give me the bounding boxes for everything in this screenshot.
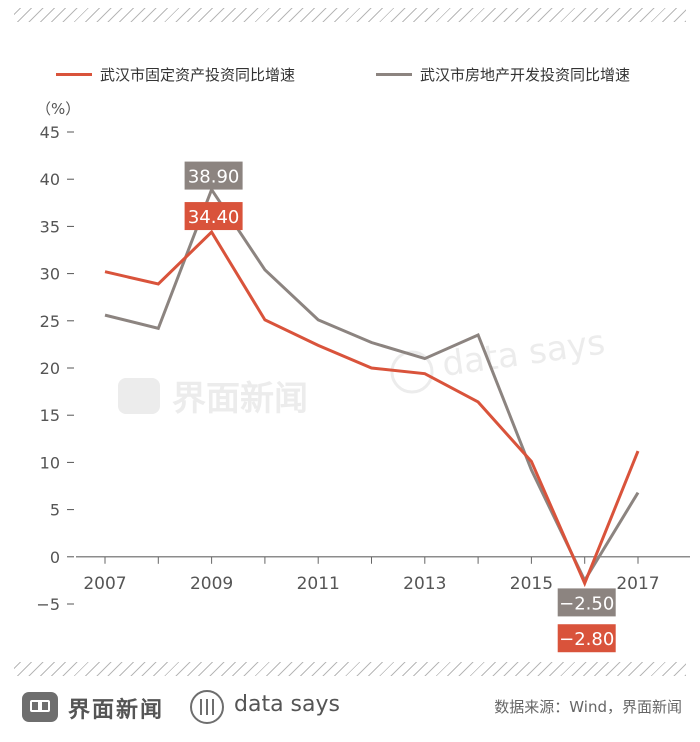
watermark-data-says-icon xyxy=(390,350,434,394)
brand-name: 界面新闻 xyxy=(68,698,165,723)
data-label-box xyxy=(184,161,243,190)
data-label: 38.90 xyxy=(188,167,240,188)
data-label-box xyxy=(557,588,616,617)
data-label: −2.80 xyxy=(559,629,614,650)
x-tick-label: 2013 xyxy=(403,574,446,594)
watermark-logo-icon xyxy=(118,378,160,414)
y-tick-label: 20 xyxy=(40,359,60,378)
legend-item-fixed-asset: 武汉市固定资产投资同比增速 xyxy=(56,64,295,85)
data-label-box xyxy=(184,202,243,231)
x-tick-label: 2011 xyxy=(297,574,340,594)
y-tick-label: 15 xyxy=(40,406,60,425)
x-tick-label: 2007 xyxy=(83,574,126,594)
bottom-decorative-stripe xyxy=(14,662,686,676)
x-tick-label: 2009 xyxy=(190,574,233,594)
watermark-data-says: data says xyxy=(440,323,608,385)
data-source: 数据来源：Wind，界面新闻 xyxy=(494,698,682,716)
watermark-brand: 界面新闻 xyxy=(172,379,308,419)
legend-item-real-estate: 武汉市房地产开发投资同比增速 xyxy=(376,64,630,85)
x-tick-label: 2017 xyxy=(616,574,659,594)
footer: 界面新闻 data says 数据来源：Wind，界面新闻 xyxy=(0,686,700,730)
y-tick-label: 25 xyxy=(40,312,60,331)
y-tick-label: 40 xyxy=(40,170,60,189)
y-tick-label: 35 xyxy=(40,217,60,236)
series-line-1 xyxy=(104,186,640,584)
data-label: −2.50 xyxy=(559,593,614,614)
y-tick-label: 30 xyxy=(40,265,60,284)
legend-label-fixed-asset: 武汉市固定资产投资同比增速 xyxy=(100,66,296,84)
data-label: 34.40 xyxy=(188,207,240,228)
data-says-logo-icon xyxy=(190,690,224,724)
legend-swatch-fixed-asset xyxy=(56,73,92,76)
x-tick-label: 2015 xyxy=(510,574,553,594)
series-line-0 xyxy=(104,229,640,588)
jiemian-logo-icon xyxy=(22,692,58,722)
y-tick-label: 0 xyxy=(50,548,60,567)
data-label-box xyxy=(557,624,616,653)
y-axis-unit-label: （%） xyxy=(36,100,80,118)
y-tick-label: 10 xyxy=(40,453,60,472)
legend-swatch-real-estate xyxy=(376,73,412,76)
y-tick-label: −5 xyxy=(36,595,60,614)
legend-label-real-estate: 武汉市房地产开发投资同比增速 xyxy=(420,66,631,84)
data-says-label: data says xyxy=(234,692,340,717)
y-tick-label: 5 xyxy=(50,501,60,520)
top-decorative-stripe xyxy=(14,8,686,22)
y-tick-label: 45 xyxy=(40,123,60,142)
chart-legend: 武汉市固定资产投资同比增速 武汉市房地产开发投资同比增速 xyxy=(0,64,700,88)
